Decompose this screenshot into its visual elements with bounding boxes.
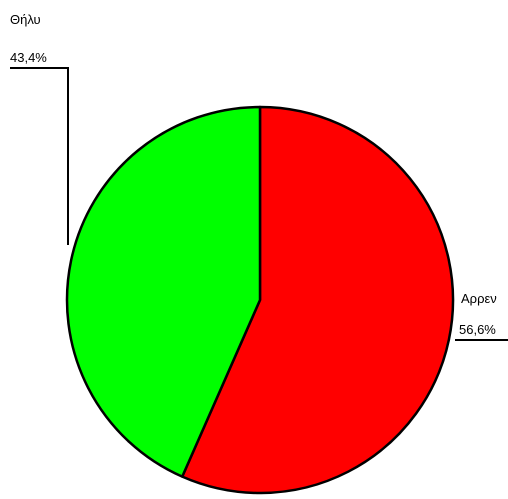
slice-label-male: Αρρεν bbox=[461, 291, 497, 306]
pie-slices bbox=[65, 105, 455, 495]
slice-pct-female: 43,4% bbox=[10, 50, 47, 65]
slice-label-female: Θήλυ bbox=[10, 12, 41, 27]
pie-slice-female bbox=[65, 105, 262, 478]
slice-pct-male: 56,6% bbox=[459, 322, 496, 337]
pie-slice-male bbox=[180, 105, 455, 495]
leader-line-female bbox=[10, 67, 69, 245]
